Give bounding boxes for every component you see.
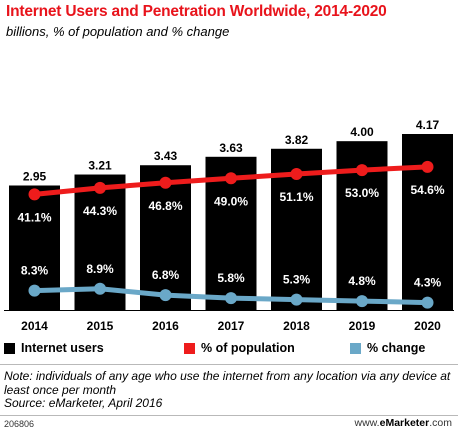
bar-label-2017: 3.63 — [219, 141, 243, 155]
change-point-2014 — [28, 284, 41, 297]
legend-label-change: % change — [367, 341, 426, 355]
chart-note: Note: individuals of any age who use the… — [4, 369, 456, 411]
population-label-2018: 51.1% — [279, 190, 313, 204]
legend-label-population: % of population — [201, 341, 295, 355]
x-tick-label-2019: 2019 — [349, 319, 376, 333]
legend-item-population: % of population — [184, 341, 295, 355]
population-point-2020 — [421, 160, 434, 173]
change-label-2017: 5.8% — [217, 271, 245, 285]
x-tick-label-2015: 2015 — [87, 319, 114, 333]
population-label-2017: 49.0% — [214, 194, 248, 208]
x-tick-label-2018: 2018 — [283, 319, 310, 333]
divider-top — [0, 364, 458, 365]
source-text: Source: eMarketer, April 2016 — [4, 396, 163, 410]
legend-item-internet-users: Internet users — [4, 341, 104, 355]
legend-label-internet-users: Internet users — [21, 341, 104, 355]
x-tick-label-2020: 2020 — [414, 319, 441, 333]
x-tick-label-2017: 2017 — [218, 319, 245, 333]
population-point-2019 — [356, 164, 368, 177]
brand-logo: www.eMarketer.com — [355, 417, 452, 429]
bar-label-2018: 3.82 — [285, 133, 309, 147]
chart-title: Internet Users and Penetration Worldwide… — [6, 3, 387, 20]
legend-swatch-change — [350, 342, 361, 354]
change-label-2020: 4.3% — [414, 276, 442, 290]
change-point-2019 — [356, 295, 368, 308]
change-label-2014: 8.3% — [21, 264, 49, 278]
population-label-2020: 54.6% — [410, 183, 444, 197]
population-label-2014: 41.1% — [17, 210, 51, 224]
x-tick-label-2014: 2014 — [21, 319, 48, 333]
chart-plot: 2.95 2014 3.21 2015 3.43 2016 3.63 2017 3.82 2018… — [4, 118, 454, 333]
chart-subtitle: billions, % of population and % change — [6, 24, 230, 39]
legend-swatch-internet-users — [4, 342, 15, 354]
change-point-2017 — [225, 292, 237, 305]
bar-label-2019: 4.00 — [350, 125, 374, 139]
brand-prefix: www. — [354, 417, 380, 429]
divider-bottom — [0, 415, 458, 416]
note-text: Note: individuals of any age who use the… — [4, 369, 451, 397]
change-point-2015 — [94, 282, 106, 295]
chart-legend: Internet users % of population % change — [0, 341, 458, 359]
population-point-2016 — [159, 176, 172, 189]
bar-label-2016: 3.43 — [154, 149, 178, 163]
legend-item-change: % change — [350, 341, 425, 355]
x-tick-label-2016: 2016 — [152, 319, 179, 333]
bar-2016 — [140, 165, 191, 310]
bar-label-2014: 2.95 — [23, 169, 47, 183]
change-label-2018: 5.3% — [283, 273, 311, 287]
bar-label-2020: 4.17 — [416, 118, 440, 132]
bar-label-2015: 3.21 — [88, 159, 112, 173]
brand-suffix: .com — [429, 417, 452, 429]
population-point-2018 — [290, 168, 303, 181]
brand-name: eMarketer — [379, 417, 430, 429]
change-label-2019: 4.8% — [348, 274, 376, 288]
change-label-2015: 8.9% — [86, 262, 114, 276]
population-point-2015 — [94, 181, 106, 194]
population-point-2017 — [225, 172, 237, 185]
change-point-2016 — [159, 289, 172, 302]
change-point-2018 — [290, 293, 303, 306]
change-label-2016: 6.8% — [152, 268, 180, 282]
population-label-2016: 46.8% — [148, 199, 182, 213]
population-point-2014 — [28, 188, 41, 201]
chart-id: 206806 — [4, 419, 35, 429]
population-label-2015: 44.3% — [83, 204, 117, 218]
legend-swatch-population — [184, 342, 195, 354]
change-point-2020 — [421, 296, 434, 309]
population-label-2019: 53.0% — [345, 186, 379, 200]
